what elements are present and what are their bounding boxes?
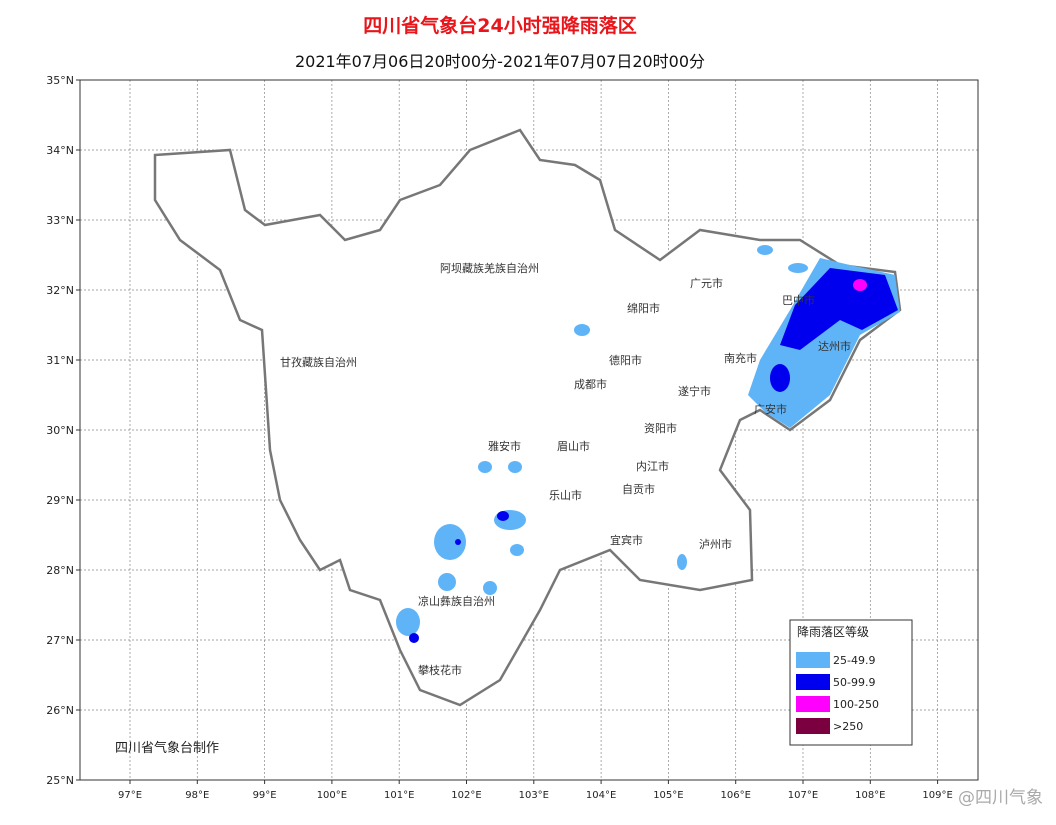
rain-area bbox=[770, 364, 790, 392]
region-label: 阿坝藏族羌族自治州 bbox=[440, 261, 539, 275]
lat-label: 26°N bbox=[46, 704, 74, 717]
lat-label: 28°N bbox=[46, 564, 74, 577]
lon-label: 99°E bbox=[253, 790, 277, 801]
legend-label: >250 bbox=[833, 720, 863, 733]
region-label: 巴中市 bbox=[782, 293, 815, 307]
rain-area bbox=[510, 544, 524, 556]
province-outline bbox=[153, 128, 902, 707]
region-label: 自贡市 bbox=[622, 482, 655, 496]
legend-label: 100-250 bbox=[833, 698, 879, 711]
legend-swatch bbox=[796, 652, 830, 668]
region-label: 甘孜藏族自治州 bbox=[280, 355, 357, 369]
rain-area bbox=[438, 573, 456, 591]
legend-items: 25-49.9 50-99.9 100-250 >250 bbox=[796, 652, 879, 734]
region-label: 广元市 bbox=[690, 276, 723, 290]
legend-label: 25-49.9 bbox=[833, 654, 875, 667]
lat-label: 34°N bbox=[46, 144, 74, 157]
lon-label: 100°E bbox=[317, 790, 347, 801]
rain-area bbox=[574, 324, 590, 336]
region-label: 绵阳市 bbox=[627, 301, 660, 315]
map-frame bbox=[79, 79, 979, 781]
region-label: 乐山市 bbox=[549, 488, 582, 502]
lat-label: 29°N bbox=[46, 494, 74, 507]
rain-area bbox=[508, 461, 522, 473]
rain-area bbox=[483, 581, 497, 595]
lon-label: 103°E bbox=[519, 790, 549, 801]
lat-label: 30°N bbox=[46, 424, 74, 437]
lon-label: 104°E bbox=[586, 790, 616, 801]
legend-label: 50-99.9 bbox=[833, 676, 875, 689]
region-label: 泸州市 bbox=[699, 537, 732, 551]
rain-area bbox=[788, 263, 808, 273]
region-label: 宜宾市 bbox=[610, 533, 643, 547]
region-label: 内江市 bbox=[636, 459, 669, 473]
region-label: 遂宁市 bbox=[678, 384, 711, 398]
rain-area bbox=[853, 279, 867, 291]
lon-label: 101°E bbox=[384, 790, 414, 801]
region-label: 资阳市 bbox=[644, 421, 677, 435]
lon-label: 109°E bbox=[922, 790, 952, 801]
rain-area bbox=[677, 554, 687, 570]
watermark: @四川气象 bbox=[958, 788, 1043, 808]
region-label: 凉山彝族自治州 bbox=[418, 594, 495, 608]
title: 四川省气象台24小时强降雨落区 bbox=[363, 14, 636, 37]
region-label: 攀枝花市 bbox=[418, 663, 462, 677]
subtitle: 2021年07月06日20时00分-2021年07月07日20时00分 bbox=[295, 52, 705, 71]
lon-label: 107°E bbox=[788, 790, 818, 801]
rain-area bbox=[434, 524, 466, 560]
region-label: 广安市 bbox=[754, 402, 787, 416]
legend-title: 降雨落区等级 bbox=[797, 625, 869, 639]
lon-label: 102°E bbox=[451, 790, 481, 801]
legend-swatch bbox=[796, 696, 830, 712]
region-label: 眉山市 bbox=[557, 439, 590, 453]
region-label: 德阳市 bbox=[609, 353, 642, 367]
rain-areas bbox=[396, 245, 900, 643]
region-label: 达州市 bbox=[818, 339, 851, 353]
lat-label: 33°N bbox=[46, 214, 74, 227]
lat-label: 25°N bbox=[46, 774, 74, 787]
lon-label: 98°E bbox=[185, 790, 209, 801]
rain-area bbox=[757, 245, 773, 255]
lon-label: 105°E bbox=[653, 790, 683, 801]
rain-area bbox=[396, 608, 420, 636]
legend-swatch bbox=[796, 674, 830, 690]
rain-area bbox=[478, 461, 492, 473]
lon-label: 106°E bbox=[720, 790, 750, 801]
lat-label: 27°N bbox=[46, 634, 74, 647]
rain-area bbox=[409, 633, 419, 643]
lat-label: 32°N bbox=[46, 284, 74, 297]
legend-swatch bbox=[796, 718, 830, 734]
rain-area bbox=[455, 539, 461, 545]
lat-label: 35°N bbox=[46, 74, 74, 87]
rain-area bbox=[497, 511, 509, 521]
region-label: 南充市 bbox=[724, 351, 757, 365]
credit: 四川省气象台制作 bbox=[115, 740, 219, 756]
lon-label: 97°E bbox=[118, 790, 142, 801]
region-label: 成都市 bbox=[574, 377, 607, 391]
region-label: 雅安市 bbox=[488, 439, 521, 453]
lon-label: 108°E bbox=[855, 790, 885, 801]
lat-label: 31°N bbox=[46, 354, 74, 367]
rain-area bbox=[780, 268, 898, 350]
